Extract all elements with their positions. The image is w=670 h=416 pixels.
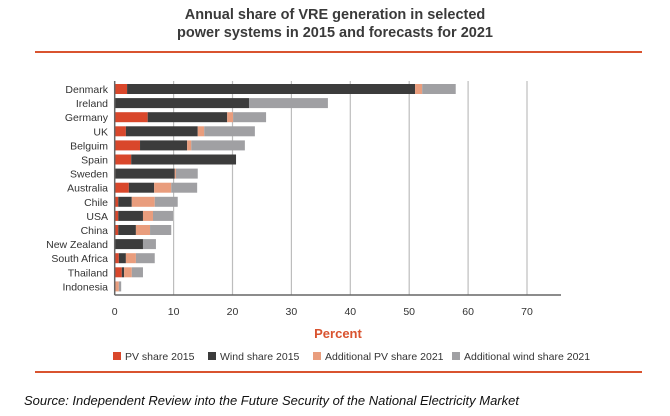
bar-segment xyxy=(154,182,172,193)
bar-segment xyxy=(142,239,156,250)
bar-segment xyxy=(233,112,267,123)
bar-segment xyxy=(114,267,122,278)
bar-segment xyxy=(114,98,249,109)
bar-segment xyxy=(131,267,143,278)
x-tick-label: 60 xyxy=(462,306,474,318)
bar-segment xyxy=(118,225,136,235)
bar-segment xyxy=(154,196,178,207)
bar-segment xyxy=(114,196,119,207)
legend-swatch xyxy=(313,352,321,360)
bar-segment xyxy=(115,168,175,179)
bar-segment xyxy=(135,225,151,235)
bar-segment xyxy=(227,112,234,123)
bar-segment xyxy=(171,182,198,193)
bar-segment xyxy=(118,253,126,264)
bar-segment xyxy=(114,84,128,94)
bar-segment xyxy=(114,210,119,221)
bar-segment xyxy=(118,281,122,292)
category-label: Thailand xyxy=(68,267,108,279)
category-label: USA xyxy=(86,211,108,223)
bar-segment xyxy=(135,253,155,264)
legend-divider xyxy=(35,371,642,373)
bar-segment xyxy=(114,281,119,292)
bar-segment xyxy=(415,84,423,94)
x-tick-label: 20 xyxy=(227,306,239,318)
bar-segment xyxy=(142,210,153,221)
bar-segment xyxy=(114,225,119,235)
x-tick-label: 30 xyxy=(286,306,298,318)
category-label: South Africa xyxy=(51,253,108,265)
x-tick-label: 40 xyxy=(344,306,356,318)
bar-segment xyxy=(175,168,198,179)
bar-segment xyxy=(125,253,136,264)
source-note: Source: Independent Review into the Futu… xyxy=(24,393,519,408)
legend-label: Additional wind share 2021 xyxy=(464,351,590,363)
category-label: Denmark xyxy=(65,84,108,96)
category-label: Belguim xyxy=(70,140,108,152)
legend-swatch xyxy=(452,352,460,360)
bar-segment xyxy=(118,196,132,207)
bar-segment xyxy=(204,126,255,137)
bar-segment xyxy=(114,253,119,264)
category-label: Sweden xyxy=(70,169,108,181)
chart-title-line-2: power systems in 2015 and forecasts for … xyxy=(177,25,493,41)
category-label: Australia xyxy=(67,183,108,195)
legend-swatch xyxy=(113,352,121,360)
bar-chart: Denmark Ireland Germany UK Belguim Spain Swede… xyxy=(46,81,590,363)
bar-segment xyxy=(118,210,143,221)
bar-segment xyxy=(124,267,132,278)
legend-label: Wind share 2015 xyxy=(220,351,300,363)
bar-segment xyxy=(128,182,155,193)
bar-segment xyxy=(114,182,129,193)
bar-segment xyxy=(248,98,328,109)
legend-label: Additional PV share 2021 xyxy=(325,351,444,363)
category-label: Spain xyxy=(81,155,108,167)
bar-segment xyxy=(197,126,205,137)
category-label: Germany xyxy=(65,112,109,124)
bar-segment xyxy=(152,210,174,221)
bar-segment xyxy=(147,112,228,123)
bar-segment xyxy=(127,84,416,94)
category-label: China xyxy=(81,225,109,237)
x-tick-label: 50 xyxy=(403,306,415,318)
bar-segment xyxy=(150,225,172,235)
category-label: Ireland xyxy=(76,98,108,110)
bar-segment xyxy=(191,140,245,151)
x-tick-label: 70 xyxy=(521,306,533,318)
bar-segment xyxy=(174,168,176,179)
chart-title-line-1: Annual share of VRE generation in select… xyxy=(184,7,486,23)
x-tick-label: 10 xyxy=(168,306,180,318)
x-axis-title: Percent xyxy=(314,326,362,341)
category-label: Chile xyxy=(84,197,108,209)
bar-segment xyxy=(114,154,132,165)
chart-title: Annual share of VRE generation in select… xyxy=(0,6,670,42)
category-label: UK xyxy=(93,126,108,138)
bar-segment xyxy=(131,154,237,165)
bar-segment xyxy=(114,126,126,137)
x-tick-label: 0 xyxy=(112,306,118,318)
category-label: New Zealand xyxy=(46,239,108,251)
title-divider xyxy=(35,51,642,53)
bar-segment xyxy=(125,126,198,137)
bar-segment xyxy=(140,140,188,151)
legend-label: PV share 2015 xyxy=(125,351,195,363)
bar-segment xyxy=(121,267,125,278)
legend-swatch xyxy=(208,352,216,360)
bar-segment xyxy=(114,239,143,250)
bar-segment xyxy=(422,84,456,94)
bar-segment xyxy=(131,196,155,207)
bar-segment xyxy=(114,112,148,123)
bar-segment xyxy=(114,140,141,151)
category-label: Indonesia xyxy=(62,281,108,293)
bar-segment xyxy=(187,140,192,151)
